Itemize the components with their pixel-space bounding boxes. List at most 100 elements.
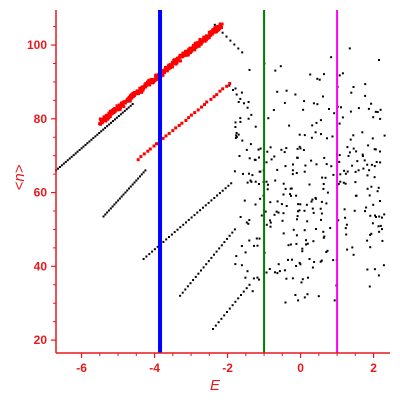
y-tick-label: 100	[27, 38, 47, 52]
data-point	[241, 139, 244, 142]
data-point	[164, 134, 168, 138]
data-point	[333, 299, 336, 302]
data-point	[352, 86, 355, 88]
data-point	[233, 228, 236, 231]
data-point	[196, 211, 199, 214]
data-point	[189, 282, 192, 285]
data-point	[104, 213, 107, 216]
data-point	[171, 129, 175, 133]
data-point	[239, 216, 242, 218]
data-point	[295, 234, 298, 237]
data-point	[346, 170, 349, 173]
data-point	[292, 163, 294, 166]
data-point	[364, 83, 367, 86]
data-point	[277, 211, 280, 214]
y-tick-label: 20	[34, 333, 48, 347]
data-point	[270, 158, 273, 161]
data-point	[60, 164, 63, 167]
data-point	[233, 170, 236, 173]
data-point	[339, 173, 342, 176]
data-point	[348, 151, 351, 154]
data-point	[377, 274, 380, 277]
data-point	[184, 53, 188, 57]
data-point	[140, 173, 143, 176]
data-point	[352, 134, 355, 137]
data-point	[378, 230, 381, 233]
data-point	[303, 134, 306, 137]
data-point	[117, 199, 120, 202]
data-point	[296, 218, 298, 221]
data-point	[373, 176, 376, 179]
data-point	[194, 275, 197, 278]
data-point	[121, 111, 124, 114]
data-point	[305, 203, 308, 206]
data-point	[341, 116, 344, 119]
data-point	[279, 65, 282, 68]
data-point	[129, 104, 132, 107]
data-point	[203, 103, 206, 107]
data-point	[245, 148, 248, 151]
data-point	[367, 144, 370, 147]
x-axis-label: E	[210, 377, 221, 394]
data-point	[242, 290, 245, 293]
data-point	[379, 224, 382, 227]
marks	[55, 22, 386, 330]
data-point	[344, 227, 347, 230]
x-tick-label: 2	[370, 361, 377, 375]
data-point	[256, 244, 259, 247]
data-point	[313, 261, 316, 263]
data-point	[148, 81, 152, 85]
data-point	[225, 35, 228, 38]
data-point	[174, 126, 178, 130]
data-point	[110, 112, 114, 116]
data-point	[295, 172, 298, 174]
data-point	[165, 238, 168, 241]
data-point	[298, 209, 301, 212]
data-point	[66, 159, 69, 162]
data-point	[265, 180, 268, 183]
data-point	[213, 253, 215, 256]
data-point	[251, 290, 254, 293]
data-point	[235, 134, 238, 137]
data-point	[184, 288, 187, 291]
data-point	[137, 177, 140, 180]
data-point	[226, 237, 228, 240]
data-point	[234, 136, 237, 139]
data-point	[314, 197, 317, 200]
data-point	[326, 137, 328, 140]
data-point	[239, 97, 242, 100]
data-point	[142, 152, 146, 156]
data-point	[129, 185, 132, 188]
data-point	[161, 136, 165, 140]
data-point	[223, 314, 226, 317]
data-point	[132, 94, 136, 97]
data-point	[115, 201, 118, 204]
data-point	[268, 268, 271, 270]
data-point	[142, 258, 145, 260]
y-tick-label: 60	[34, 186, 48, 200]
data-point	[211, 31, 215, 35]
data-point	[64, 160, 67, 163]
data-point	[300, 281, 303, 284]
y-tick-label: 40	[34, 259, 48, 273]
data-point	[352, 147, 355, 150]
data-point	[366, 268, 369, 271]
data-point	[218, 22, 222, 26]
data-point	[122, 105, 126, 109]
data-point	[369, 214, 372, 217]
data-point	[368, 194, 371, 197]
data-point	[316, 103, 319, 106]
data-point	[273, 155, 276, 158]
data-point	[105, 113, 109, 117]
data-point	[96, 133, 99, 136]
data-point	[323, 73, 325, 76]
data-point	[187, 116, 191, 120]
data-point	[192, 279, 195, 281]
data-point	[225, 84, 229, 88]
data-point	[210, 199, 213, 202]
data-point	[377, 186, 380, 189]
data-point	[266, 188, 269, 191]
data-point	[304, 164, 307, 167]
data-point	[172, 58, 176, 62]
data-point	[210, 256, 213, 259]
